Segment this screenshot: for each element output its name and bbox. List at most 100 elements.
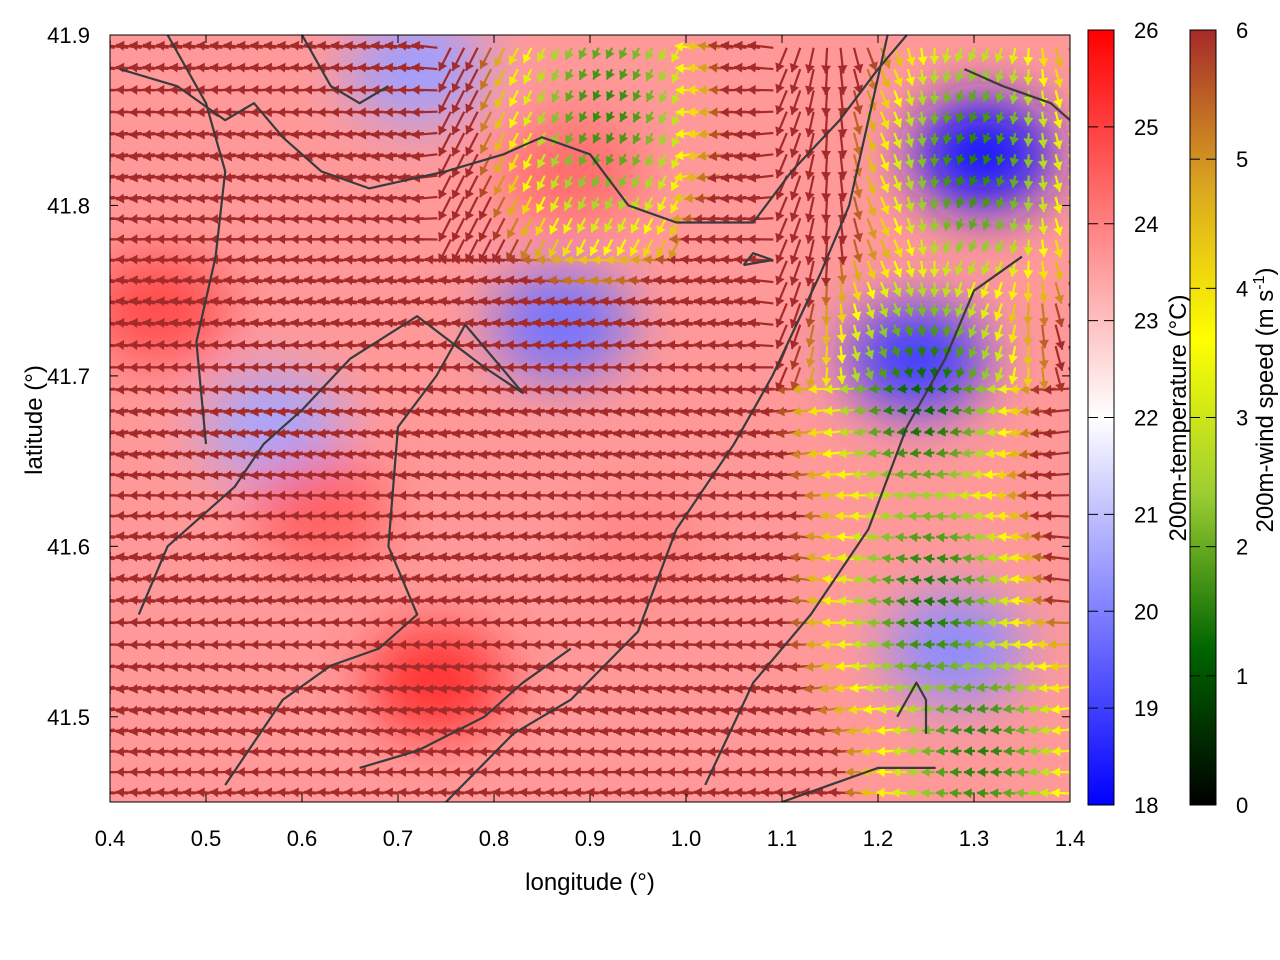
wind-vector <box>519 449 546 460</box>
wind-vector <box>290 428 317 439</box>
wind-vector <box>921 788 935 799</box>
wind-vector <box>949 788 962 799</box>
wind-vector <box>398 705 425 716</box>
wind-vector <box>572 726 599 737</box>
wind-vector <box>371 531 398 542</box>
wind-vector <box>110 451 115 455</box>
wind-vector <box>317 531 344 542</box>
wind-vector <box>142 406 169 417</box>
wind-vector <box>156 573 183 584</box>
wind-vector <box>613 705 640 716</box>
wind-vector <box>263 552 290 563</box>
wind-vector <box>196 705 223 716</box>
wind-vector <box>492 595 519 606</box>
wind-vector <box>519 552 546 563</box>
wind-vector <box>115 449 142 460</box>
wind-vector <box>344 683 371 694</box>
wind-vector <box>1027 682 1043 693</box>
wind-vector <box>987 553 1002 564</box>
wind-vector <box>1014 682 1029 693</box>
wind-vector <box>852 617 868 628</box>
wind-vector <box>876 746 895 757</box>
colorbar-tick-label: 1 <box>1236 664 1248 689</box>
wind-vector <box>317 726 344 737</box>
wind-vector <box>626 406 653 417</box>
wind-vector <box>852 596 868 607</box>
wind-vector <box>867 617 881 628</box>
wind-vector <box>304 449 330 460</box>
wind-vector <box>837 617 855 628</box>
wind-vector <box>438 449 465 460</box>
colorbar-tick-label: 0 <box>1236 793 1248 818</box>
wind-vector <box>223 552 250 563</box>
wind-vector <box>290 705 317 716</box>
wind-vector <box>1015 788 1029 799</box>
wind-vector <box>1068 345 1070 352</box>
wind-vector <box>505 573 532 584</box>
wind-vector <box>640 406 666 417</box>
wind-vector <box>142 705 169 716</box>
wind-vector <box>963 724 976 735</box>
wind-vector <box>1003 767 1016 778</box>
wind-vector <box>110 685 115 689</box>
wind-vector <box>879 511 895 522</box>
wind-vector <box>250 449 277 460</box>
wind-vector <box>451 705 478 716</box>
wind-vector <box>747 428 774 439</box>
wind-vector <box>961 532 976 543</box>
wind-vector <box>586 683 613 694</box>
wind-vector <box>937 405 949 416</box>
wind-vector <box>599 573 626 584</box>
wind-vector <box>613 726 640 737</box>
wind-vector <box>223 428 250 439</box>
wind-vector <box>169 726 196 737</box>
wind-vector <box>962 617 975 628</box>
wind-vector <box>720 531 747 542</box>
wind-vector <box>304 573 330 584</box>
wind-vector <box>115 406 142 417</box>
wind-vector <box>505 449 532 460</box>
wind-vector <box>559 531 586 542</box>
wind-vector <box>357 683 384 694</box>
wind-vector <box>572 406 599 417</box>
wind-vector <box>693 683 720 694</box>
wind-vector <box>806 595 828 606</box>
wind-vector <box>653 683 680 694</box>
wind-vector <box>545 428 572 439</box>
wind-vector <box>693 406 720 417</box>
wind-vector <box>866 532 881 543</box>
wind-vector <box>519 573 546 584</box>
wind-vector <box>963 767 975 778</box>
wind-vector <box>115 683 142 694</box>
wind-vector <box>923 617 935 628</box>
wind-vector <box>693 726 720 737</box>
wind-vector <box>910 426 922 437</box>
wind-vector <box>1032 552 1056 563</box>
wind-vector <box>836 661 855 672</box>
wind-vector <box>949 426 962 437</box>
wind-vector <box>505 406 532 417</box>
wind-vector <box>653 726 680 737</box>
wind-vector <box>263 726 290 737</box>
wind-vector <box>115 705 142 716</box>
wind-vector <box>411 705 438 716</box>
wind-vector <box>169 705 196 716</box>
wind-vector <box>1028 767 1043 778</box>
wind-vector <box>906 704 922 715</box>
wind-vector <box>680 531 707 542</box>
wind-vector <box>519 531 545 542</box>
wind-vector <box>1019 449 1043 460</box>
wind-vector <box>1043 406 1070 417</box>
wind-vector <box>357 595 384 606</box>
wind-vector <box>999 596 1016 607</box>
wind-vector <box>896 617 908 628</box>
wind-vector <box>653 705 680 716</box>
wind-vector <box>909 639 922 650</box>
colorbar-tick-label: 4 <box>1236 276 1248 301</box>
wind-vector <box>263 531 290 542</box>
wind-vector <box>838 427 855 438</box>
wind-vector <box>505 552 532 563</box>
wind-vector <box>613 449 640 460</box>
x-tick-label: 1.2 <box>863 826 894 851</box>
wind-vector <box>937 426 949 437</box>
